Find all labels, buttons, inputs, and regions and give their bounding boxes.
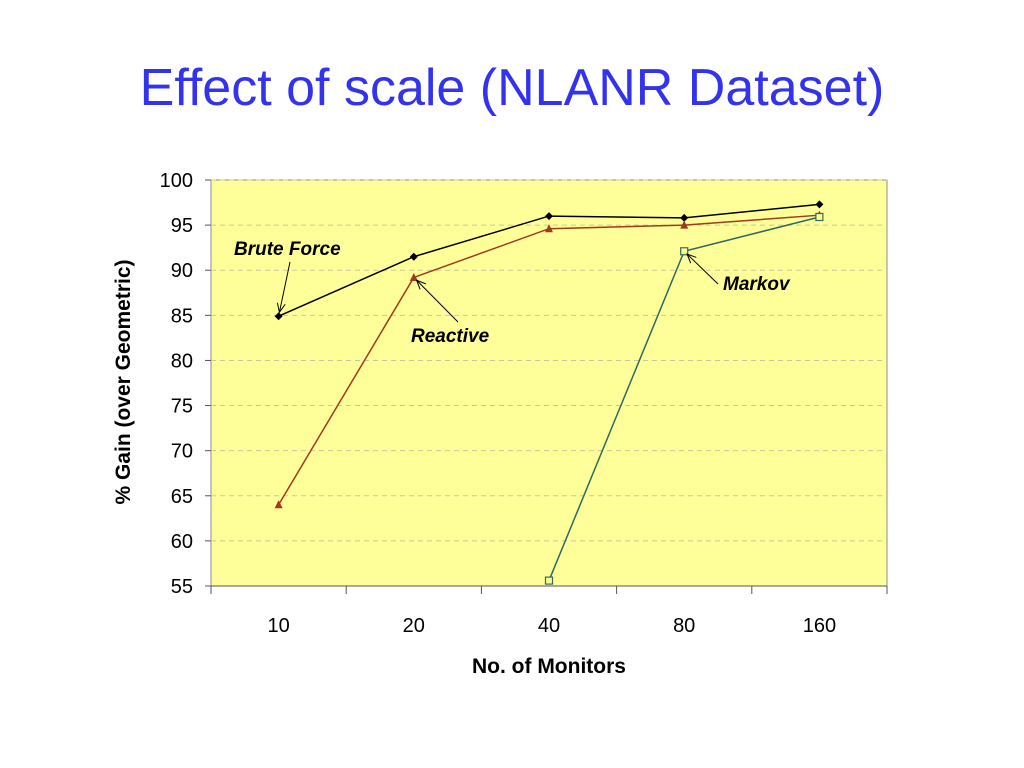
y-tick-label: 90: [171, 260, 193, 282]
data-point-diamond: [545, 212, 553, 221]
data-point-diamond: [409, 252, 418, 261]
annotation-brute-force: Brute Force: [234, 239, 341, 314]
data-point-diamond: [815, 200, 824, 209]
data-point-square: [544, 576, 554, 585]
y-axis-title: % Gain (over Geometric): [112, 259, 135, 504]
annotation-arrow: [416, 279, 459, 323]
x-tick-label: 160: [803, 615, 836, 637]
series-brute-force: [274, 200, 824, 321]
series-lines: [274, 200, 824, 585]
annotation-markov: Markov: [686, 253, 791, 295]
data-point-square: [815, 212, 824, 222]
data-point-triangle: [545, 224, 553, 233]
axes: 55 60 65 70 75 80 85 90 95 100 10 20 40 80 160: [160, 170, 888, 637]
data-point-triangle: [274, 500, 283, 509]
annotation-label: Markov: [723, 274, 791, 295]
plot-area: [210, 179, 888, 587]
x-tick-label: 40: [538, 615, 560, 637]
annotation-arrow: [686, 253, 719, 285]
x-axis-title: No. of Monitors: [472, 655, 626, 678]
y-tick-label: 100: [160, 170, 193, 192]
annotation-label: Brute Force: [234, 239, 341, 260]
series-markov: [544, 212, 824, 585]
annotation-reactive: Reactive: [411, 279, 490, 347]
x-tick-label: 10: [267, 615, 289, 637]
data-point-diamond: [274, 312, 283, 321]
annotation-arrow: [278, 261, 291, 313]
data-point-triangle: [680, 220, 689, 229]
y-tick-label: 70: [171, 441, 193, 463]
annotation-arrowhead: [276, 302, 286, 314]
annotation-label: Reactive: [411, 326, 490, 347]
data-point-diamond: [680, 213, 689, 222]
annotations: Brute Force Reactive Markov: [234, 239, 791, 347]
annotation-arrowhead: [415, 279, 426, 290]
y-tick-label: 75: [171, 396, 193, 418]
y-tick-label: 95: [171, 215, 193, 237]
annotation-arrowhead: [686, 253, 697, 264]
y-tick-label: 85: [171, 305, 193, 327]
y-tick-label: 55: [171, 576, 193, 598]
data-point-triangle: [409, 272, 418, 281]
y-tick-label: 80: [171, 350, 193, 372]
x-tick-label: 80: [673, 615, 695, 637]
data-point-square: [680, 247, 689, 256]
y-tick-label: 65: [171, 486, 193, 508]
x-tick-label: 20: [403, 615, 425, 637]
slide-title: Effect of scale (NLANR Dataset): [139, 59, 885, 117]
y-tick-label: 60: [171, 531, 193, 553]
